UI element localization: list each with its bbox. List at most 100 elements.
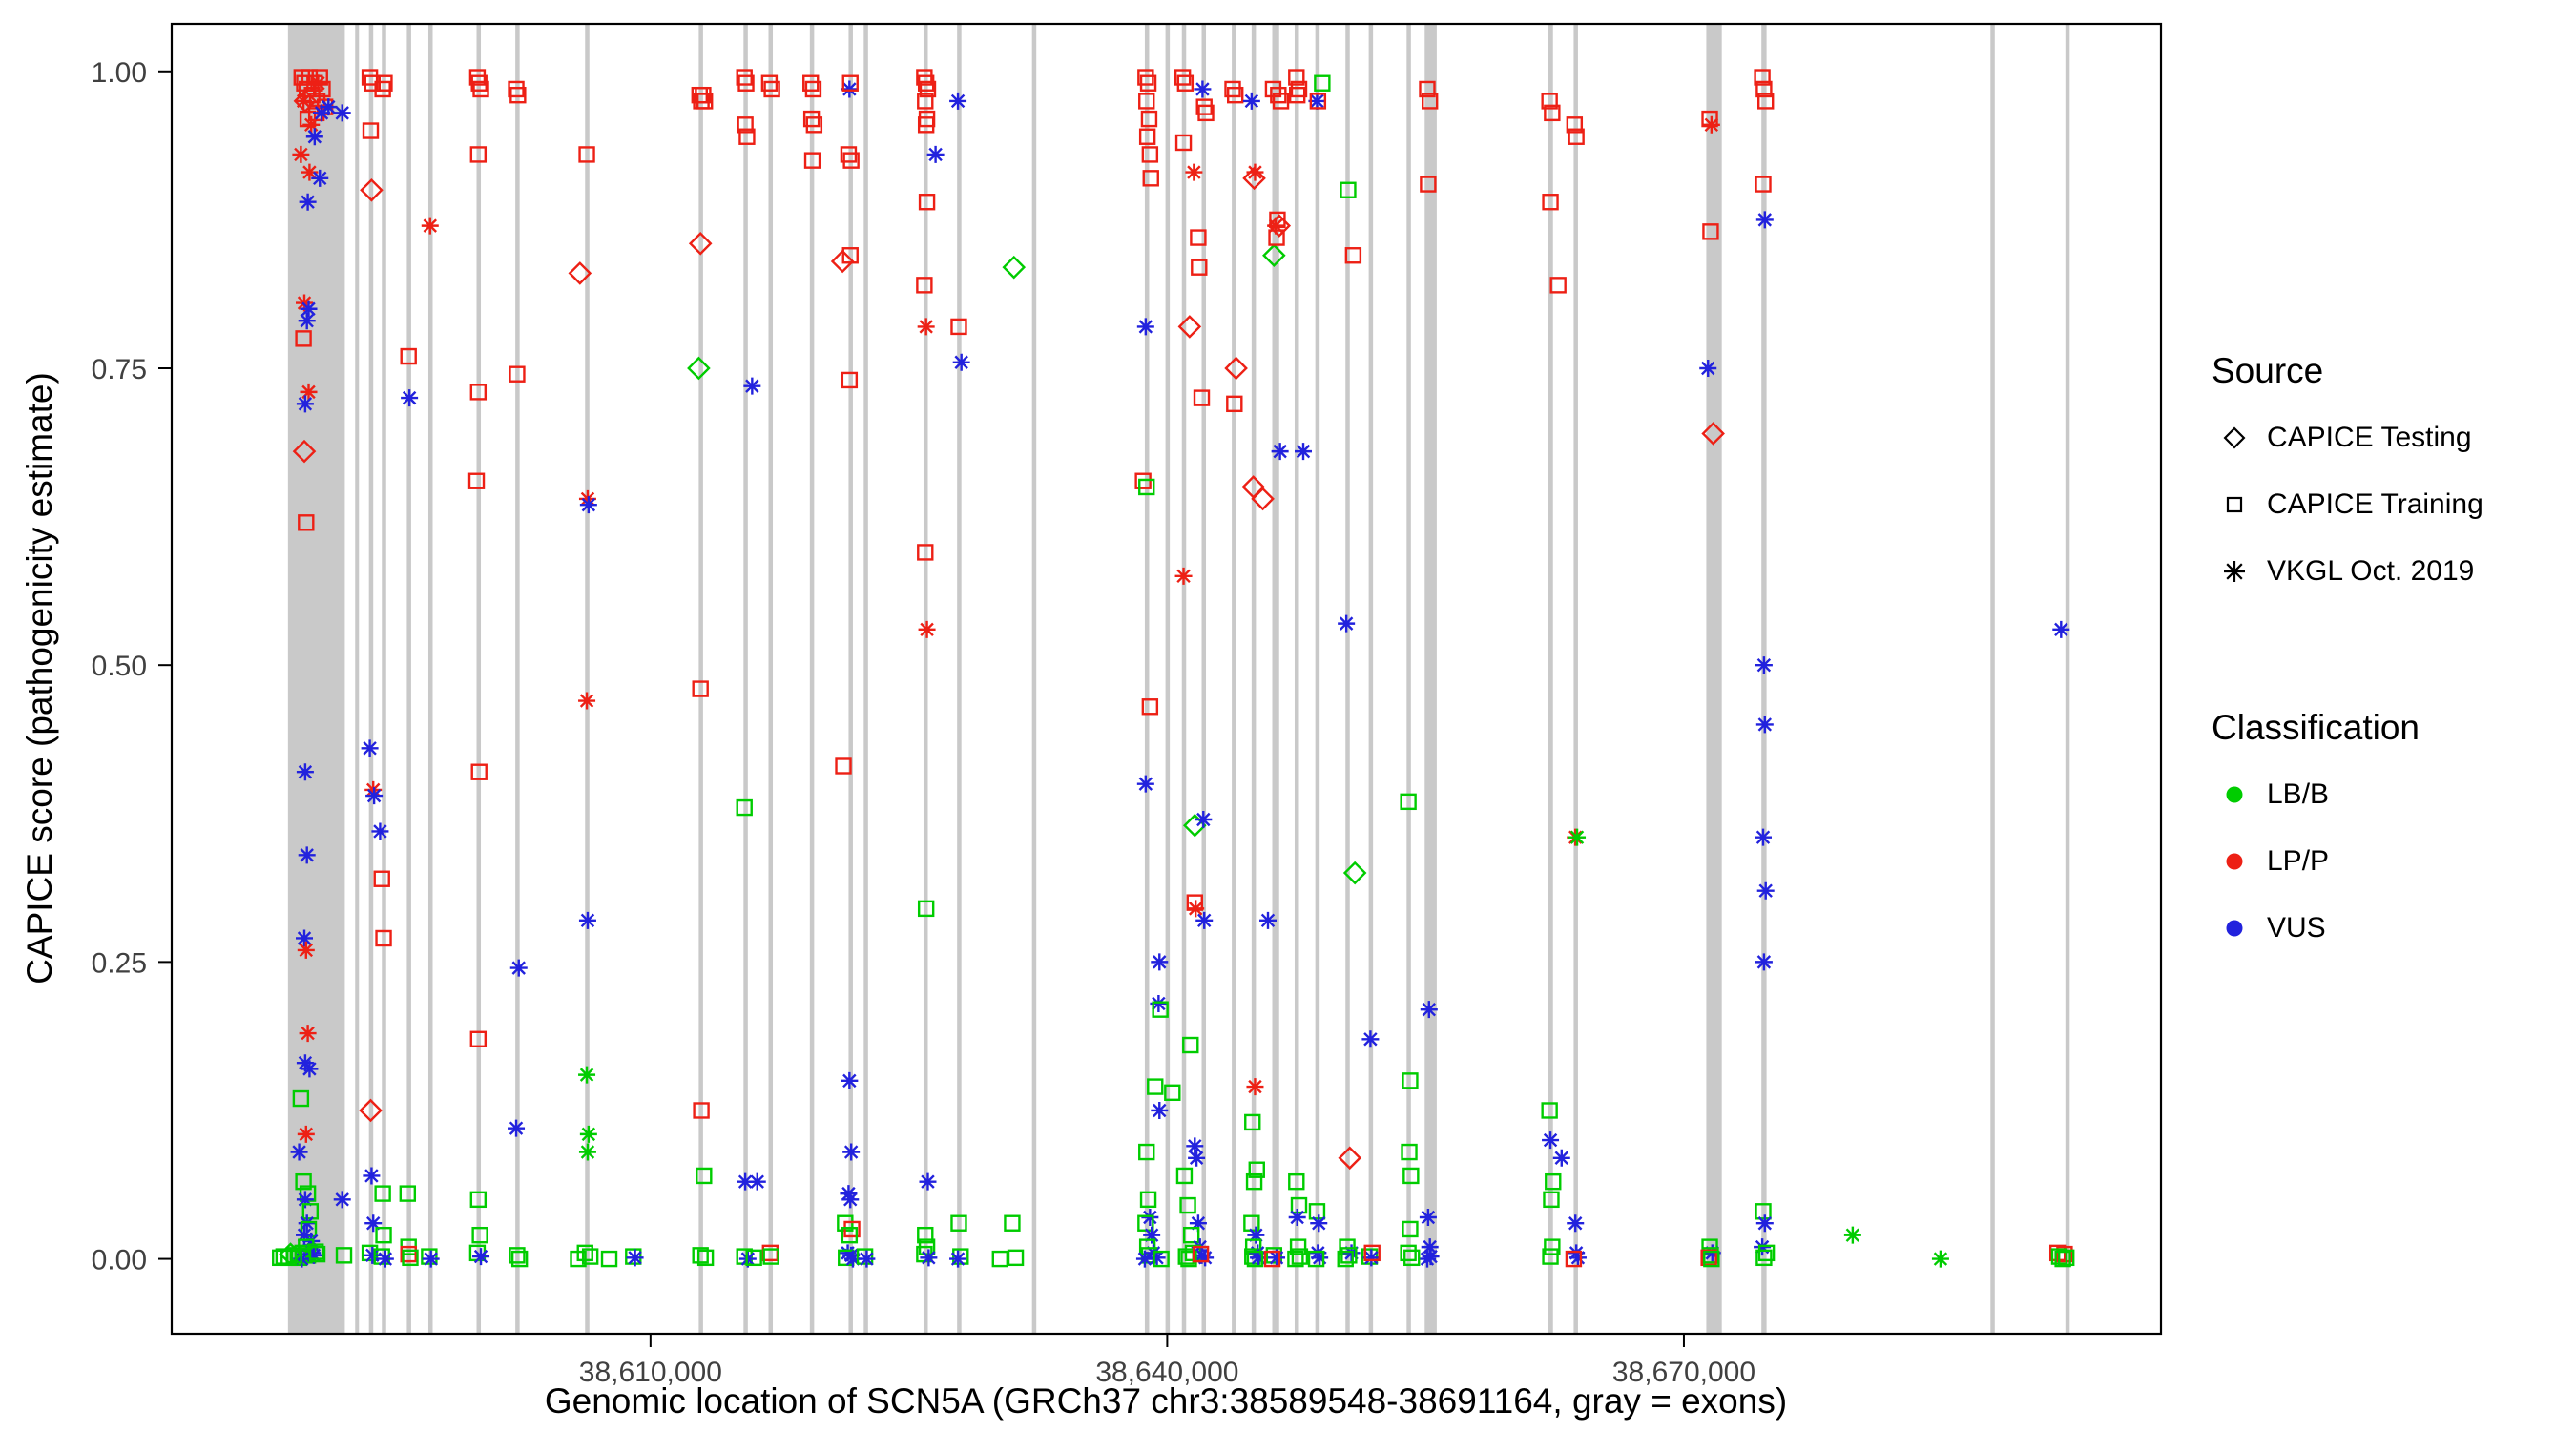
point (1197, 104, 1215, 122)
point (1542, 1248, 1559, 1265)
point (1311, 1249, 1329, 1267)
point (579, 1125, 597, 1143)
point (360, 177, 384, 202)
point (467, 472, 486, 489)
legend-classification: Classification LB/B LP/P VUS (2212, 708, 2574, 962)
point (1361, 1030, 1380, 1048)
point (1242, 92, 1260, 110)
point (1175, 1167, 1194, 1185)
point (1344, 247, 1362, 264)
point (362, 122, 380, 139)
point (309, 74, 327, 93)
point (470, 74, 488, 92)
point (1244, 1238, 1262, 1255)
point (1246, 1078, 1264, 1096)
point (373, 870, 390, 887)
exon-bar (1272, 24, 1279, 1334)
point (578, 1143, 596, 1161)
point (293, 89, 318, 114)
point (579, 496, 597, 514)
point (1134, 472, 1152, 489)
point (842, 1143, 861, 1161)
point (400, 1245, 417, 1263)
exon-bar (287, 24, 345, 1334)
point (1401, 1143, 1418, 1161)
point (842, 152, 860, 169)
point (1418, 1250, 1436, 1268)
point (469, 146, 488, 163)
point (1138, 128, 1156, 145)
point (422, 1250, 440, 1268)
exon-bar (1368, 24, 1374, 1334)
point (371, 822, 389, 840)
point (1755, 716, 1774, 734)
point (952, 353, 970, 371)
point (1143, 1226, 1161, 1244)
exon-bar (1315, 24, 1320, 1334)
x-tick-label: 38,640,000 (1095, 1357, 1238, 1388)
point (1192, 1245, 1210, 1263)
point (1549, 277, 1567, 294)
point (919, 1172, 937, 1191)
point (1308, 1203, 1326, 1220)
point (949, 92, 967, 110)
point (1272, 93, 1290, 110)
point (295, 330, 312, 347)
legend-source: Source CAPICE Testing CAPICE Training VK… (2212, 351, 2574, 605)
point (376, 1250, 394, 1268)
point (1567, 1214, 1585, 1233)
point (841, 1191, 860, 1209)
point (1702, 115, 1720, 134)
point (763, 80, 780, 98)
point (1174, 134, 1193, 152)
point (509, 86, 527, 104)
point (1141, 698, 1159, 716)
point (290, 1249, 308, 1267)
point (374, 1185, 391, 1202)
point (696, 1167, 713, 1185)
point (1174, 69, 1192, 86)
point (1248, 1161, 1265, 1178)
point (313, 104, 331, 122)
exon-bar (1165, 24, 1171, 1334)
point (830, 249, 855, 274)
point (802, 74, 820, 92)
point (1289, 1238, 1307, 1255)
point (1189, 1214, 1207, 1233)
exon-bar (585, 24, 590, 1334)
point (1195, 811, 1213, 829)
point (1176, 74, 1195, 92)
point (1568, 128, 1585, 145)
point (1363, 1244, 1381, 1262)
point (272, 1249, 289, 1267)
point (1755, 1214, 1774, 1233)
point (1174, 567, 1193, 585)
point (364, 1246, 382, 1264)
point (1703, 1250, 1720, 1268)
exon-bar (382, 24, 386, 1334)
point (299, 110, 317, 128)
point (1242, 166, 1266, 191)
point (1290, 1196, 1308, 1214)
point (696, 93, 714, 110)
point (402, 1249, 419, 1267)
point (1338, 614, 1356, 633)
point (1338, 1146, 1362, 1171)
exon-bar (1144, 24, 1150, 1334)
point (920, 1249, 938, 1267)
axis-ticks (158, 70, 1685, 1347)
exon-bar (476, 24, 482, 1334)
point (421, 1248, 438, 1265)
legend-label-vus: VUS (2267, 912, 2326, 944)
point (843, 1250, 862, 1268)
point (693, 1102, 710, 1119)
point (375, 929, 392, 947)
point (468, 69, 487, 86)
point (745, 1249, 762, 1267)
x-tick-label: 38,670,000 (1612, 1357, 1755, 1388)
point (361, 739, 379, 757)
exon-bar (515, 24, 520, 1334)
point (1702, 223, 1719, 240)
